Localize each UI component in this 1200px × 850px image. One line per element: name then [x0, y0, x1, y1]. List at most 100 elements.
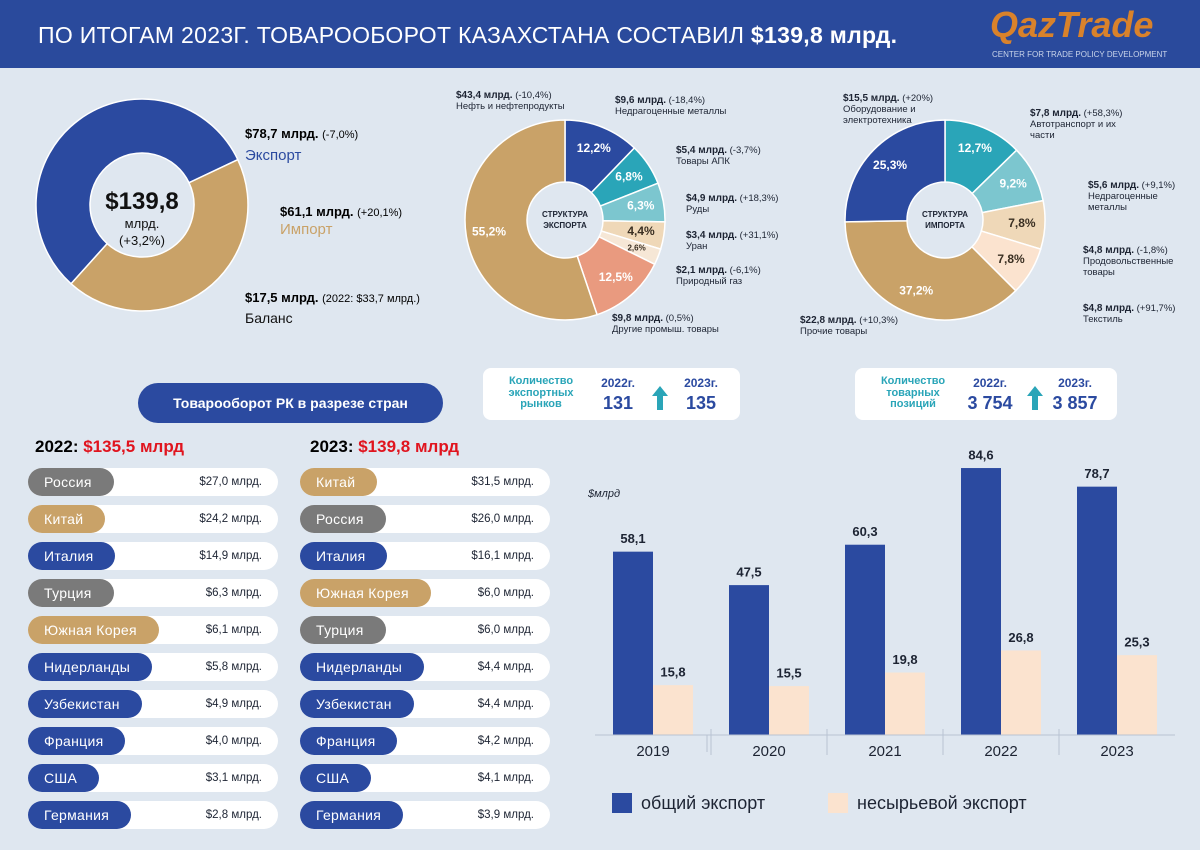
annotation-amount: $2,1 млрд. [676, 265, 727, 276]
country-row: Китай $31,5 млрд. [300, 468, 550, 496]
country-value: $4,4 млрд. [477, 661, 534, 673]
slice-label: 2,6% [627, 243, 645, 252]
country-row: США $3,1 млрд. [28, 764, 278, 792]
bar-value-label: 78,7 [1084, 466, 1109, 481]
country-pill: Италия [300, 542, 388, 570]
annotation-name: Товары АПК [676, 155, 730, 167]
bar [1117, 655, 1157, 735]
stat-value: 135 [685, 393, 717, 413]
annotation-amount: $5,4 млрд. [676, 145, 727, 156]
x-tick-label: 2022 [984, 743, 1017, 760]
slice-label: 7,8% [997, 252, 1025, 266]
annotation-name: Руды [686, 203, 710, 215]
country-pill: Италия [28, 542, 116, 570]
annotation-change: (-3,7%) [729, 145, 761, 156]
country-pill: Турция [300, 616, 386, 644]
stat-year: 2022г. [601, 376, 635, 390]
country-value: $4,2 млрд. [477, 735, 534, 747]
annotation-change: (+20%) [902, 93, 934, 104]
donut-center-label: СТРУКТУРА [542, 210, 588, 219]
balance-name: Баланс [245, 310, 293, 326]
stat-value: 131 [602, 393, 634, 413]
slice-annotation: $9,6 млрд. (-18,4%) Недрагоценные металлы [615, 95, 735, 118]
slice-annotation: $22,8 млрд. (+10,3%) Прочие товары [800, 315, 905, 338]
country-pill: Франция [28, 727, 126, 755]
annotation-amount: $15,5 млрд. [843, 93, 900, 104]
pie-slice [70, 158, 249, 312]
country-value: $3,9 млрд. [477, 809, 534, 821]
country-pill: Узбекистан [300, 690, 414, 718]
slice-annotation: $43,4 млрд. (-10,4%) Нефть и нефтепродукт… [456, 90, 576, 113]
bar [1001, 650, 1041, 735]
country-pill: Южная Корея [300, 579, 431, 607]
slice-label: 9,2% [999, 176, 1027, 190]
country-value: $4,0 млрд. [205, 735, 262, 747]
stat-value: 3 857 [1052, 393, 1098, 413]
bar [613, 551, 653, 735]
country-row: Южная Корея $6,0 млрд. [300, 579, 550, 607]
country-value: $6,0 млрд. [477, 624, 534, 636]
country-row: Турция $6,0 млрд. [300, 616, 550, 644]
annotation-amount: $4,8 млрд. [1083, 303, 1134, 314]
country-pill: США [28, 764, 100, 792]
country-row: Франция $4,0 млрд. [28, 727, 278, 755]
bar [769, 686, 809, 735]
donut-center-unit: млрд. [124, 216, 160, 231]
slice-label: 6,3% [627, 198, 655, 212]
legend-label: общий экспорт [641, 793, 765, 813]
country-value: $24,2 млрд. [199, 513, 262, 525]
heading-total: $139,8 млрд [358, 437, 460, 456]
export-change: (-7,0%) [322, 129, 359, 141]
annotation-amount: $9,8 млрд. [612, 313, 663, 324]
up-arrow [652, 386, 668, 410]
bar-value-label: 15,5 [776, 666, 801, 681]
logo: QazTrade [990, 4, 1154, 45]
country-value: $2,8 млрд. [205, 809, 262, 821]
annotation-amount: $22,8 млрд. [800, 315, 857, 326]
title-highlight: $139,8 млрд. [750, 22, 898, 48]
country-row: Италия $16,1 млрд. [300, 542, 550, 570]
annotation-amount: $4,9 млрд. [686, 193, 737, 204]
heading-year: 2023: [310, 437, 354, 456]
export-label: $78,7 млрд. (-7,0%) [245, 126, 358, 141]
annotation-change: (0,5%) [665, 313, 694, 324]
annotation-amount: $43,4 млрд. [456, 90, 513, 101]
annotation-change: (-1,8%) [1136, 245, 1168, 256]
export-value: $78,7 млрд. [245, 126, 319, 141]
bar-value-label: 47,5 [736, 565, 761, 580]
stat-box: Количество товарных позиций 2022г. 3 754… [855, 368, 1117, 420]
donut-center-value: $139,8 [105, 188, 179, 215]
annotation-change: (+10,3%) [859, 315, 898, 326]
country-pill: Франция [300, 727, 398, 755]
country-row: Южная Корея $6,1 млрд. [28, 616, 278, 644]
country-pill: США [300, 764, 372, 792]
x-tick-label: 2019 [636, 743, 669, 760]
country-row: Франция $4,2 млрд. [300, 727, 550, 755]
header-band [0, 0, 1200, 68]
section-button: Товарооборот РК в разрезе стран [138, 383, 443, 423]
country-value: $4,4 млрд. [477, 698, 534, 710]
bar [845, 544, 885, 735]
bar [961, 468, 1001, 735]
country-row: Узбекистан $4,4 млрд. [300, 690, 550, 718]
annotation-name: Недрагоценные металлы [615, 105, 727, 117]
bar-value-label: 26,8 [1008, 630, 1033, 645]
x-tick-label: 2021 [868, 743, 901, 760]
slice-annotation: $4,8 млрд. (+91,7%) Текстиль [1083, 303, 1188, 326]
stat-year: 2023г. [1058, 376, 1092, 390]
slice-annotation: $2,1 млрд. (-6,1%) Природный газ [676, 265, 796, 288]
slice-label: 25,3% [873, 158, 907, 172]
heading-year: 2022: [35, 437, 79, 456]
country-pill: Нидерланды [300, 653, 425, 681]
country-value: $6,1 млрд. [205, 624, 262, 636]
legend-swatch [612, 793, 632, 813]
annotation-amount: $3,4 млрд. [686, 230, 737, 241]
bar-value-label: 84,6 [968, 447, 993, 462]
export-name: Экспорт [245, 147, 302, 164]
bar-value-label: 58,1 [620, 531, 645, 546]
slice-label: 12,5% [599, 270, 633, 284]
country-row: Турция $6,3 млрд. [28, 579, 278, 607]
annotation-change: (-18,4%) [668, 95, 706, 106]
country-value: $6,0 млрд. [477, 587, 534, 599]
